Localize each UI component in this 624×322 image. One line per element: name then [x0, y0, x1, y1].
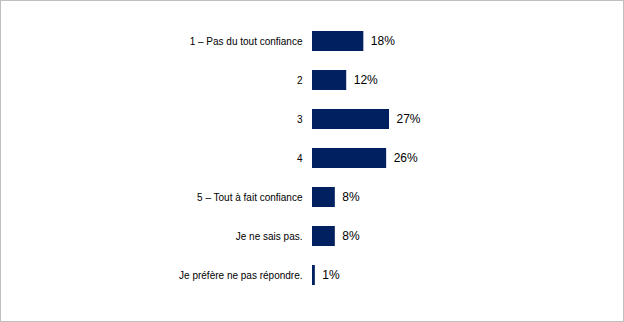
svg-text:Je ne sais pas.: Je ne sais pas.: [236, 231, 303, 242]
svg-text:5 – Tout à fait confiance: 5 – Tout à fait confiance: [197, 192, 303, 203]
svg-text:26%: 26%: [394, 151, 418, 165]
svg-text:8%: 8%: [342, 190, 360, 204]
svg-text:2: 2: [297, 75, 303, 86]
svg-text:4: 4: [297, 153, 303, 164]
svg-text:Je préfère ne pas répondre.: Je préfère ne pas répondre.: [179, 270, 302, 281]
svg-text:3: 3: [297, 114, 303, 125]
svg-text:12%: 12%: [354, 73, 378, 87]
svg-text:18%: 18%: [371, 34, 395, 48]
svg-text:1 – Pas du tout confiance: 1 – Pas du tout confiance: [190, 36, 303, 47]
svg-text:1%: 1%: [322, 268, 340, 282]
svg-text:8%: 8%: [342, 229, 360, 243]
svg-text:27%: 27%: [397, 112, 421, 126]
